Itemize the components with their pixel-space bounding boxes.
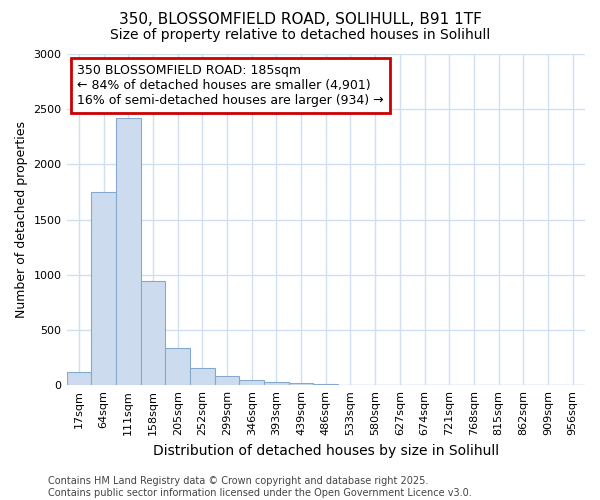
Bar bbox=[91, 192, 116, 385]
Bar bbox=[264, 382, 289, 385]
Bar bbox=[215, 376, 239, 385]
Text: 350 BLOSSOMFIELD ROAD: 185sqm
← 84% of detached houses are smaller (4,901)
16% o: 350 BLOSSOMFIELD ROAD: 185sqm ← 84% of d… bbox=[77, 64, 383, 107]
Bar bbox=[313, 384, 338, 385]
Bar bbox=[67, 372, 91, 385]
Bar bbox=[239, 380, 264, 385]
Bar bbox=[116, 118, 140, 385]
Y-axis label: Number of detached properties: Number of detached properties bbox=[15, 121, 28, 318]
Bar bbox=[289, 383, 313, 385]
Text: 350, BLOSSOMFIELD ROAD, SOLIHULL, B91 1TF: 350, BLOSSOMFIELD ROAD, SOLIHULL, B91 1T… bbox=[119, 12, 481, 28]
Text: Size of property relative to detached houses in Solihull: Size of property relative to detached ho… bbox=[110, 28, 490, 42]
Text: Contains HM Land Registry data © Crown copyright and database right 2025.
Contai: Contains HM Land Registry data © Crown c… bbox=[48, 476, 472, 498]
X-axis label: Distribution of detached houses by size in Solihull: Distribution of detached houses by size … bbox=[153, 444, 499, 458]
Bar bbox=[140, 282, 165, 385]
Bar bbox=[190, 368, 215, 385]
Bar bbox=[165, 348, 190, 385]
